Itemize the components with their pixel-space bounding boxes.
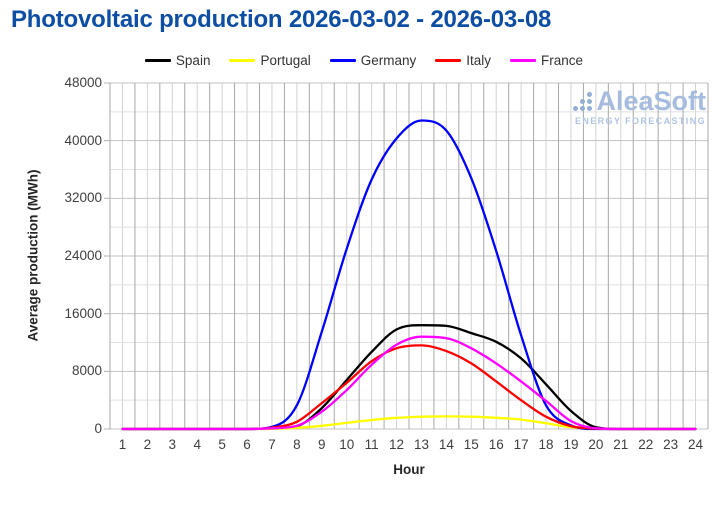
x-tick-label: 6 — [243, 437, 251, 452]
chart-title: Photovoltaic production 2026-03-02 - 202… — [11, 6, 552, 33]
y-tick-label: 24000 — [64, 248, 102, 263]
legend-label: Germany — [360, 53, 417, 68]
aleasoft-dots-icon — [573, 92, 593, 111]
legend: Spain Portugal Germany Italy France — [0, 53, 728, 68]
legend-swatch-france — [510, 59, 537, 62]
x-tick-label: 10 — [339, 437, 355, 452]
x-tick-label: 19 — [563, 437, 579, 452]
y-tick-label: 16000 — [64, 305, 102, 321]
legend-swatch-spain — [144, 59, 171, 62]
y-tick-label: 48000 — [64, 75, 102, 90]
legend-swatch-germany — [329, 59, 356, 62]
legend-swatch-italy — [435, 59, 462, 62]
x-tick-label: 11 — [364, 437, 379, 452]
x-tick-label: 17 — [513, 437, 529, 452]
x-tick-label: 2 — [143, 437, 152, 452]
x-tick-label: 4 — [193, 437, 201, 452]
y-tick-label: 8000 — [71, 363, 102, 379]
legend-label: Portugal — [260, 53, 311, 68]
x-tick-label: 13 — [413, 437, 429, 452]
legend-item-france: France — [510, 53, 583, 68]
x-tick-label: 1 — [118, 437, 127, 452]
x-tick-label: 9 — [318, 437, 326, 452]
y-tick-label: 40000 — [64, 132, 102, 148]
aleasoft-logo-text: AleaSoft — [596, 86, 706, 116]
x-tick-label: 22 — [638, 437, 654, 452]
x-tick-label: 24 — [688, 437, 704, 452]
legend-swatch-portugal — [229, 59, 256, 62]
y-tick-label: 32000 — [64, 190, 102, 206]
x-tick-label: 16 — [488, 437, 504, 452]
series-line-france — [121, 335, 697, 431]
legend-label: Spain — [175, 53, 211, 68]
x-tick-label: 23 — [663, 437, 679, 452]
x-tick-label: 7 — [268, 437, 276, 452]
legend-label: France — [541, 53, 584, 68]
x-tick-label: 20 — [588, 437, 604, 452]
y-tick-label: 0 — [94, 421, 102, 436]
x-tick-label: 5 — [218, 437, 226, 452]
legend-label: Italy — [466, 53, 492, 68]
x-tick-label: 14 — [438, 437, 454, 452]
legend-item-germany: Germany — [329, 53, 417, 68]
x-axis-title: Hour — [393, 462, 425, 477]
x-tick-label: 3 — [168, 437, 177, 452]
legend-item-portugal: Portugal — [229, 53, 311, 68]
aleasoft-logo: AleaSoft ENERGY FORECASTING — [573, 88, 706, 126]
y-axis-title: Average production (MWh) — [25, 169, 41, 342]
legend-item-italy: Italy — [435, 53, 491, 68]
x-tick-label: 12 — [389, 437, 405, 452]
aleasoft-logo-tagline: ENERGY FORECASTING — [574, 116, 706, 126]
legend-item-spain: Spain — [144, 53, 211, 68]
x-tick-label: 8 — [293, 437, 301, 452]
x-tick-label: 18 — [538, 437, 554, 452]
x-tick-label: 15 — [463, 437, 479, 452]
x-tick-label: 21 — [613, 437, 629, 452]
